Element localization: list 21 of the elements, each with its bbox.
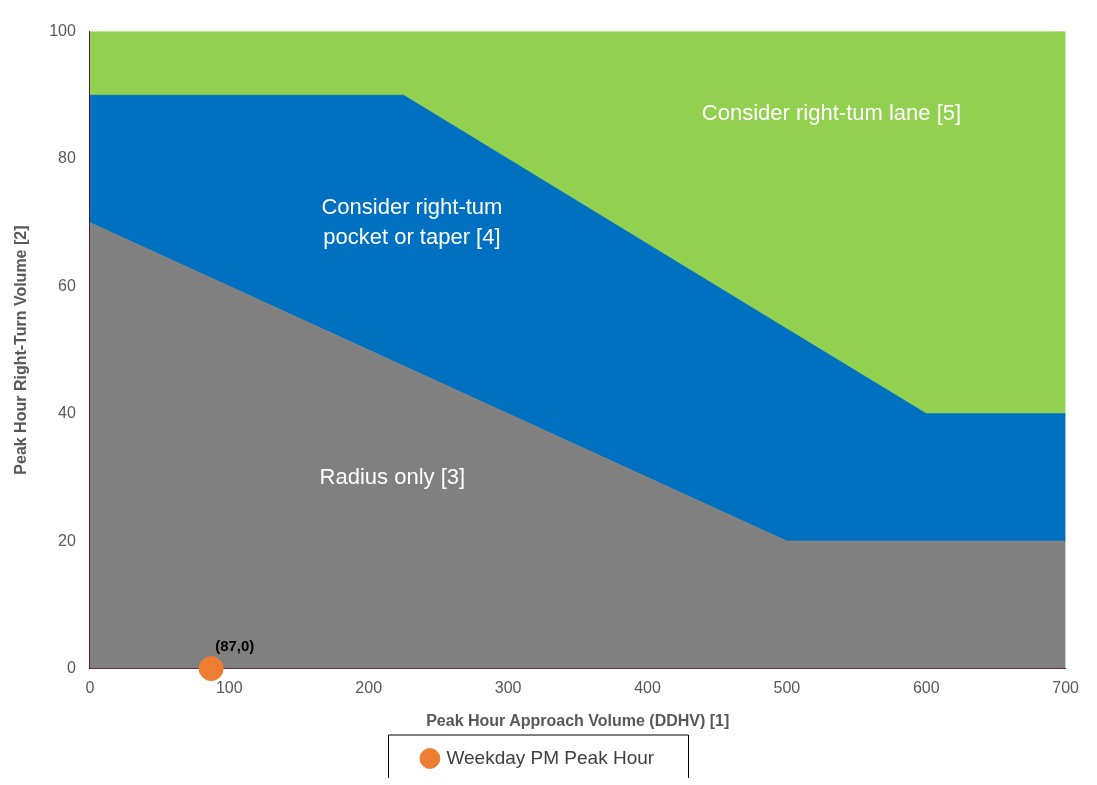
x-tick-label: 400 [634,678,661,696]
x-axis-title: Peak Hour Approach Volume (DDHV) [1] [426,711,730,729]
y-tick-label: 0 [66,659,76,677]
x-tick-label: 300 [494,678,522,696]
x-tick-label: 200 [355,678,383,696]
y-tick-label: 100 [49,22,76,40]
y-tick-label: 40 [58,404,76,422]
legend-label: Weekday PM Peak Hour [446,746,655,768]
series-label: Consider right-tum pocket or taper [4] [321,193,503,249]
series-label: Consider right-tum lane [5] [701,100,962,126]
annotation: (87,0) [215,637,255,655]
x-tick-label: 100 [215,678,243,696]
x-tick-label: 0 [85,678,95,696]
y-axis-title: Peak Hour Right-Turn Volume [2] [12,225,30,475]
x-tick-label: 500 [773,678,801,696]
x-tick-label: 600 [912,678,940,696]
x-tick-label: 700 [1052,678,1080,696]
y-tick-label: 80 [58,149,76,167]
series-label: Radius only [3] [319,463,466,489]
y-tick-label: 20 [58,531,76,549]
y-tick-label: 60 [58,276,76,294]
